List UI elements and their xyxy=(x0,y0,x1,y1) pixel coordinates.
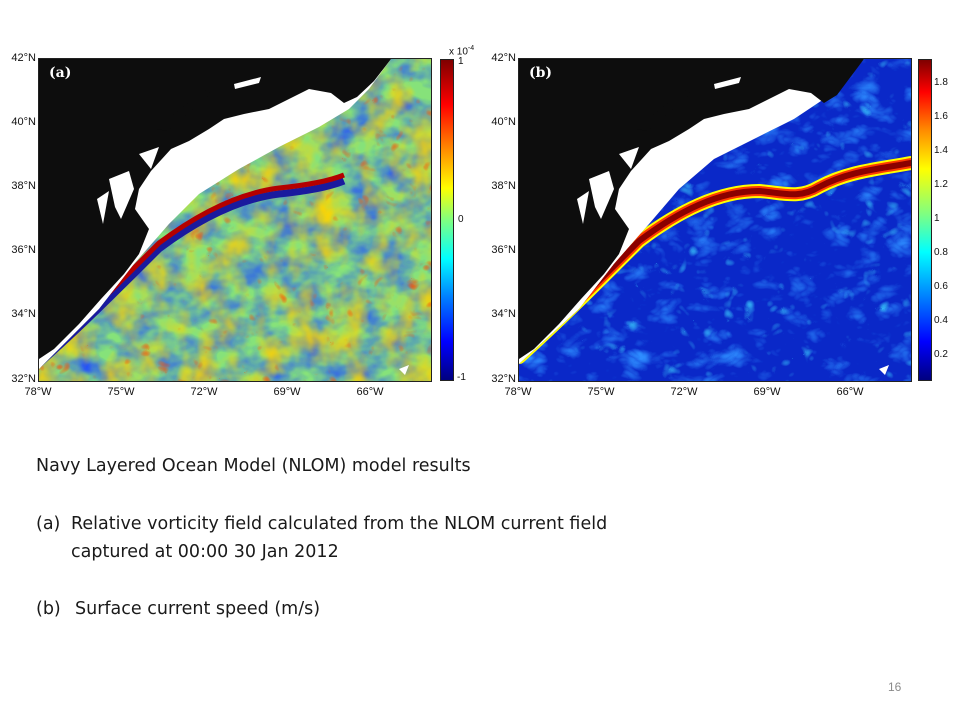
lon-tick: 69°W xyxy=(273,386,301,398)
colorbar-b-tick: 1.6 xyxy=(934,111,948,123)
lat-tick: 38°N xyxy=(11,180,36,192)
colorbar-b-tick: 1 xyxy=(934,213,940,224)
lon-tick: 78°W xyxy=(504,386,532,398)
caption-title: Navy Layered Ocean Model (NLOM) model re… xyxy=(36,456,471,476)
exponent-power: -4 xyxy=(467,45,475,52)
current-speed-map: (b) xyxy=(519,59,911,381)
lat-tick: 38°N xyxy=(491,180,516,192)
vorticity-map-svg xyxy=(39,59,431,381)
colorbar-b-tick: 1.4 xyxy=(934,145,948,157)
colorbar-b-tick: 0.8 xyxy=(934,246,948,258)
colorbar-b-tick: 1.2 xyxy=(934,179,948,191)
panel-b-label: (b) xyxy=(529,65,553,81)
caption-a-prefix: (a) xyxy=(36,514,61,534)
lon-tick: 72°W xyxy=(670,386,698,398)
lat-tick: 36°N xyxy=(491,244,516,256)
lon-tick: 72°W xyxy=(190,386,218,398)
colorbar-a xyxy=(440,59,454,381)
land-mass xyxy=(39,59,391,359)
lat-tick: 40°N xyxy=(491,116,516,128)
lat-tick: 40°N xyxy=(11,116,36,128)
lon-tick: 75°W xyxy=(587,386,615,398)
lon-tick: 66°W xyxy=(356,386,384,398)
caption-a-line2: captured at 00:00 30 Jan 2012 xyxy=(71,542,339,562)
colorbar-b-tick: 0.6 xyxy=(934,280,948,292)
lon-tick: 69°W xyxy=(753,386,781,398)
lat-tick: 36°N xyxy=(11,244,36,256)
lon-tick: 75°W xyxy=(107,386,135,398)
lat-tick: 32°N xyxy=(11,373,36,385)
page-number: 16 xyxy=(888,680,902,694)
lat-tick: 42°N xyxy=(11,52,36,64)
colorbar-b-tick: 1.8 xyxy=(934,77,948,89)
colorbar-b-tick: 0.2 xyxy=(934,348,948,360)
colorbar-a-exponent: x 10-4 xyxy=(449,45,474,57)
caption-b-prefix: (b) xyxy=(36,599,61,619)
land-mass xyxy=(519,59,864,359)
current-speed-map-svg xyxy=(519,59,911,381)
colorbar-a-tick: 0 xyxy=(458,214,464,225)
colorbar-a-tick: 1 xyxy=(458,56,464,67)
colorbar-b xyxy=(918,59,932,381)
lat-tick: 42°N xyxy=(491,52,516,64)
lat-tick: 34°N xyxy=(11,308,36,320)
lat-tick: 32°N xyxy=(491,373,516,385)
caption-a-line1: Relative vorticity field calculated from… xyxy=(71,514,608,534)
lon-tick: 78°W xyxy=(24,386,52,398)
lon-tick: 66°W xyxy=(836,386,864,398)
caption-b-text: Surface current speed (m/s) xyxy=(75,599,321,619)
colorbar-a-tick: -1 xyxy=(457,372,466,383)
panel-a-label: (a) xyxy=(49,65,72,81)
vorticity-map: (a) xyxy=(39,59,431,381)
lat-tick: 34°N xyxy=(491,308,516,320)
colorbar-b-tick: 0.4 xyxy=(934,314,948,326)
exponent-base: x 10 xyxy=(449,46,468,58)
